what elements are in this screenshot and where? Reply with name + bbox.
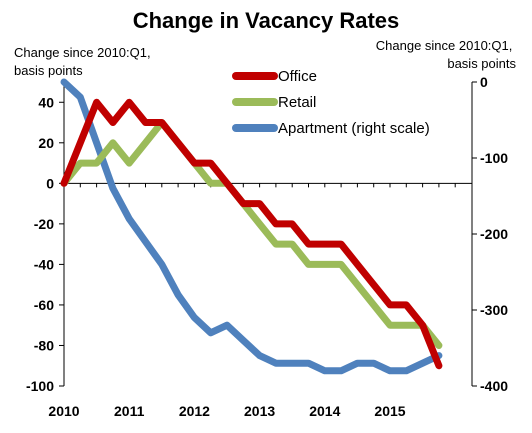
x-tick-label: 2014 [309,403,340,419]
right-axis-label-line-2: basis points [447,56,516,71]
right-tick-label: -200 [480,226,508,242]
right-tick-label: -300 [480,302,508,318]
series-line-retail [60,119,443,349]
left-axis-label-line-1: Change since 2010:Q1, [14,45,151,60]
left-tick-label: -100 [26,378,54,394]
legend-entry: Office [278,68,317,85]
x-tick-label: 2012 [179,403,210,419]
legend-entry: Retail [278,94,316,111]
series-lines [60,78,443,375]
left-tick-label: 20 [38,135,54,151]
left-tick-label: -20 [34,216,54,232]
x-tick-label: 2010 [48,403,79,419]
legend: Office Retail Apartment (right scale) [232,68,430,137]
left-tick-label: -80 [34,337,54,353]
left-axis-label: Change since 2010:Q1, basis points [14,45,154,78]
right-axis-label-line-1: Change since 2010:Q1, [376,38,513,53]
right-axis-label: Change since 2010:Q1, basis points [376,38,517,71]
left-tick-label: 0 [46,175,54,191]
axes [59,81,477,387]
x-tick-label: 2011 [114,403,145,419]
left-axis-label-line-2: basis points [14,63,83,78]
right-tick-label: -400 [480,378,508,394]
x-tick-label: 2015 [374,403,405,419]
tick-labels: 40 20 0 -20 -40 -60 -80 -100 0 -100 -200 -300 -400 20… [26,74,508,419]
legend-entry: Apartment (right scale) [278,120,430,137]
left-tick-label: -60 [34,297,54,313]
right-tick-label: 0 [480,74,488,90]
left-tick-label: -40 [34,256,54,272]
x-tick-label: 2013 [244,403,275,419]
series-line-office [60,98,443,370]
right-tick-label: -100 [480,150,508,166]
chart-title: Change in Vacancy Rates [133,8,400,33]
left-tick-label: 40 [38,94,54,110]
series-line-apartment [60,78,443,375]
